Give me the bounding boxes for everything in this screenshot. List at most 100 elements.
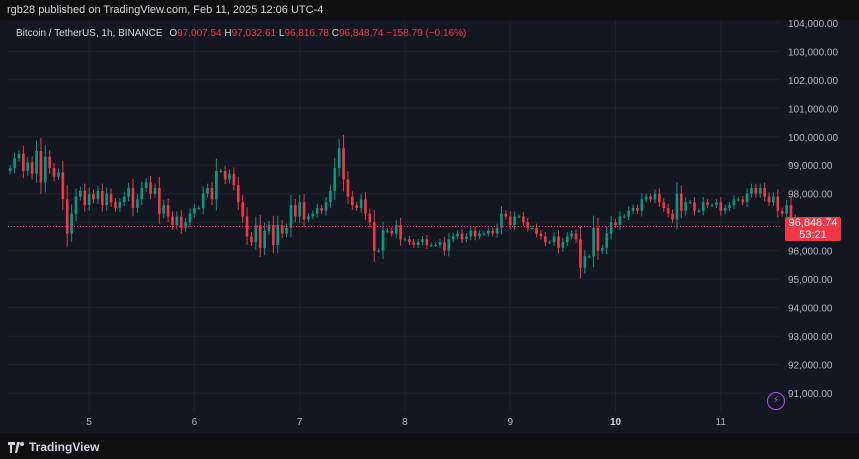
candle-body <box>307 216 310 220</box>
chart-area[interactable]: 91,000.00 92,000.00 93,000.00 94,000.00 95,0… <box>8 19 859 433</box>
candle-body <box>618 216 622 226</box>
candle-body <box>267 225 271 231</box>
candle-body <box>754 188 758 194</box>
candle-body <box>627 210 630 217</box>
open-label: O <box>169 28 178 39</box>
lightning-icon[interactable]: ⚡︎ <box>767 392 785 410</box>
candle-body <box>43 156 47 183</box>
candle-body <box>26 162 30 171</box>
candle-body <box>302 202 306 220</box>
candle-body <box>653 193 657 200</box>
candle-body <box>513 216 516 226</box>
low-value: 96,816.78 <box>284 28 329 39</box>
candle-body <box>763 188 766 197</box>
candle-body <box>219 170 223 172</box>
candle-body <box>13 158 16 169</box>
candle-body <box>320 207 323 211</box>
candle-body <box>772 196 775 203</box>
candle-body <box>671 213 674 220</box>
candle-body <box>109 193 113 203</box>
candle-body <box>394 225 398 234</box>
candle-body <box>30 162 34 174</box>
candle-body <box>368 213 372 223</box>
last-price-tag: 96,848.74 53:21 <box>785 217 841 241</box>
candle-body <box>315 207 319 214</box>
symbol-label[interactable]: Bitcoin / TetherUS, 1h, BINANCE <box>16 28 163 39</box>
y-tick-label: 104,000.00 <box>788 20 838 30</box>
candle-body <box>70 213 73 234</box>
candle-body <box>429 244 433 246</box>
candle-body <box>758 188 762 194</box>
candle-body <box>728 205 731 208</box>
x-tick-label: 8 <box>402 417 408 428</box>
candle-body <box>421 239 424 243</box>
candle-body <box>324 202 328 211</box>
candle-body <box>495 227 499 234</box>
candle-body <box>561 242 565 248</box>
candle-body <box>197 207 201 209</box>
candle-body <box>780 210 784 214</box>
candle-body <box>447 239 451 251</box>
candle-body <box>776 196 780 211</box>
candle-body <box>193 207 196 214</box>
candle-body <box>438 242 442 245</box>
candle-body <box>136 199 139 208</box>
candle-body <box>785 205 788 214</box>
candle-body <box>557 236 560 248</box>
high-value: 97,032.61 <box>231 28 277 39</box>
candle-body <box>412 242 416 245</box>
candle-body <box>333 168 337 191</box>
candle-body <box>408 239 411 243</box>
candle-body <box>530 227 534 229</box>
candle-body <box>346 179 350 197</box>
x-tick-label: 7 <box>297 417 303 428</box>
y-tick-label: 103,000.00 <box>788 47 838 58</box>
last-price-value: 96,848.74 <box>788 217 838 229</box>
candle-body <box>697 210 701 212</box>
candle-body <box>245 216 249 237</box>
y-tick-label: 92,000.00 <box>788 361 833 372</box>
candle-body <box>719 202 723 211</box>
candle-body <box>337 148 341 169</box>
candle-body <box>522 216 525 223</box>
candle-body <box>504 213 508 217</box>
candle-body <box>723 207 727 211</box>
candle-body <box>732 199 736 206</box>
candle-body <box>473 230 477 237</box>
candle-body <box>390 230 394 234</box>
candle-body <box>39 151 43 183</box>
candle-body <box>601 247 604 251</box>
candle-body <box>658 193 661 203</box>
candle-body <box>552 236 556 243</box>
candle-body <box>201 193 205 208</box>
candle-body <box>241 202 244 217</box>
candle-body <box>232 173 236 186</box>
candle-body <box>535 227 538 234</box>
candle-body <box>215 170 218 200</box>
candle-body <box>289 205 293 228</box>
high-label: H <box>224 28 232 39</box>
candle-body <box>285 227 288 234</box>
candle-body <box>587 256 591 258</box>
candle-body <box>456 233 459 237</box>
candle-body <box>469 230 473 237</box>
candle-body <box>131 188 135 208</box>
candle-body <box>434 244 437 246</box>
candle-body <box>153 188 157 194</box>
x-tick-label: 6 <box>192 417 198 428</box>
candle-body <box>329 190 332 203</box>
y-tick-label: 101,000.00 <box>788 104 838 115</box>
candle-body <box>377 250 380 252</box>
candle-body <box>517 216 521 218</box>
candle-body <box>460 233 464 240</box>
candle-body <box>684 202 688 211</box>
candle-body <box>127 188 130 197</box>
candle-body <box>140 188 144 200</box>
candlestick-chart[interactable]: 91,000.00 92,000.00 93,000.00 94,000.00 95,0… <box>8 19 859 433</box>
candle-body <box>149 182 152 194</box>
tradingview-logo[interactable]: TradingView <box>8 440 99 454</box>
candle-body <box>8 168 12 171</box>
candle-body <box>17 153 21 159</box>
candle-body <box>710 205 714 207</box>
candle-body <box>223 170 227 180</box>
